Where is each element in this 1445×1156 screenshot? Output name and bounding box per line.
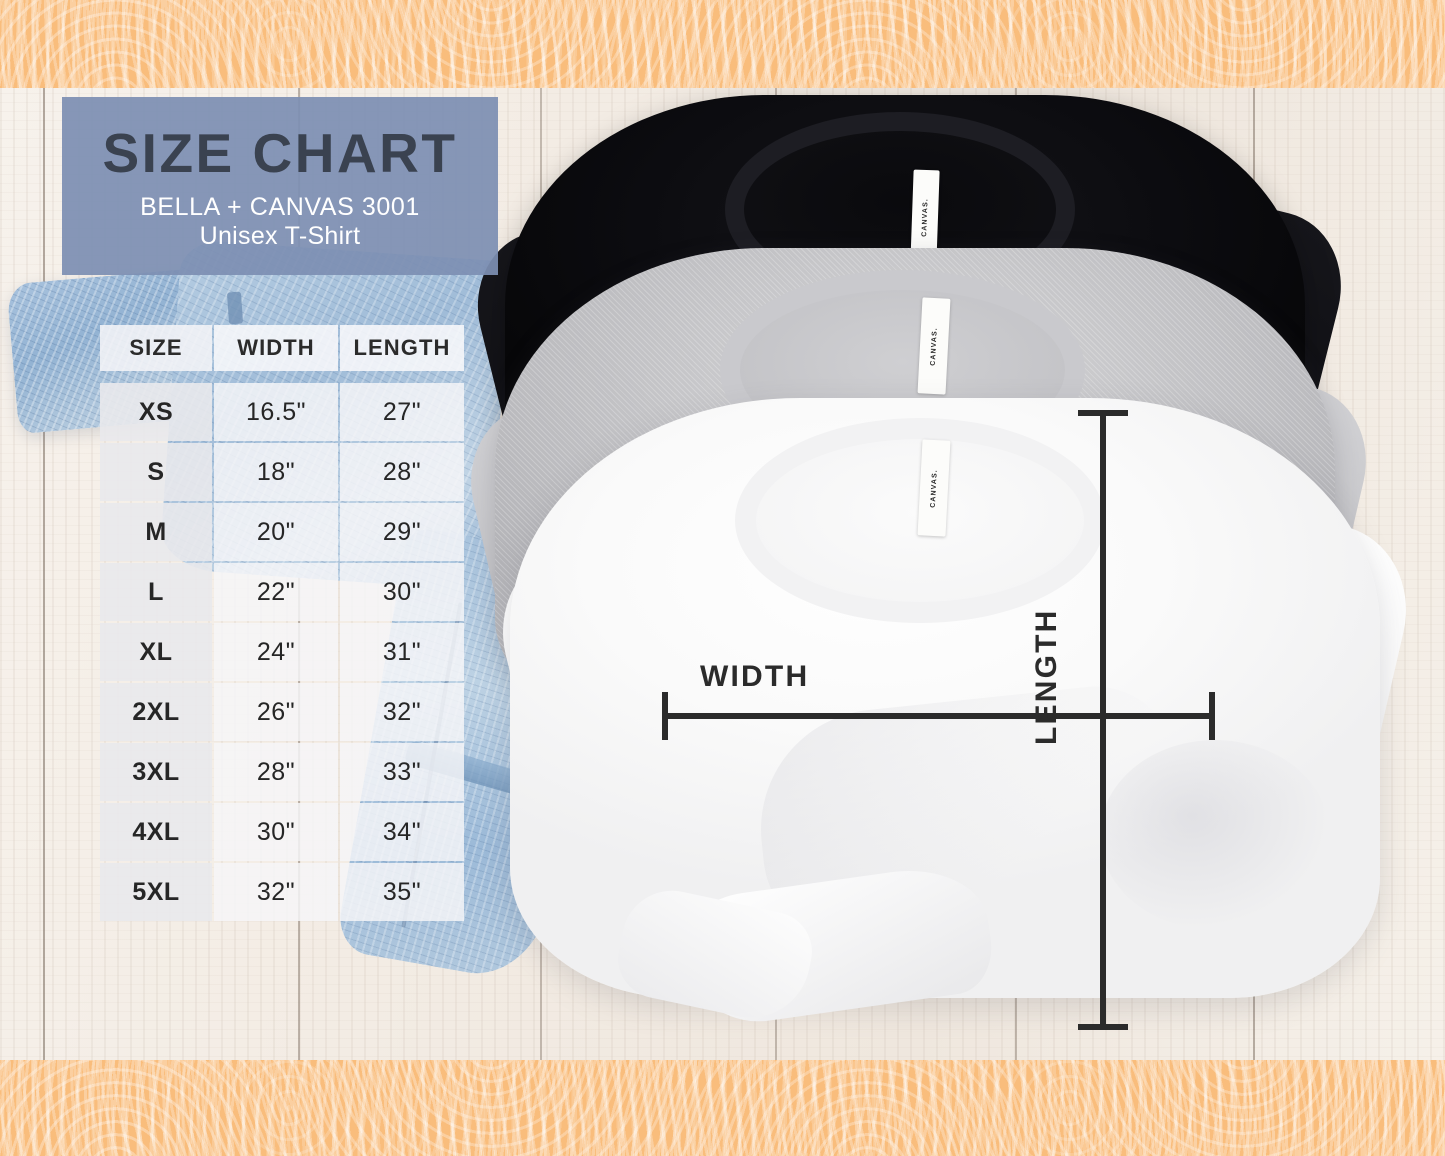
black-shirt-neck-label: CANVAS.	[910, 169, 940, 265]
width-measure-label: WIDTH	[700, 660, 810, 693]
cell-length: 28"	[340, 443, 464, 501]
width-measure-left-cap	[662, 692, 668, 740]
cell-width: 20"	[214, 503, 338, 561]
cell-length: 35"	[340, 863, 464, 921]
table-row: S 18" 28"	[100, 443, 466, 501]
table-row: M 20" 29"	[100, 503, 466, 561]
table-row: XL 24" 31"	[100, 623, 466, 681]
width-measure-right-cap	[1209, 692, 1215, 740]
cell-length: 31"	[340, 623, 464, 681]
neck-label-brand-text: CANVAS.	[929, 326, 939, 366]
cell-width: 24"	[214, 623, 338, 681]
product-subtitle: Unisex T-Shirt	[199, 222, 361, 250]
cell-width: 32"	[214, 863, 338, 921]
table-row: 2XL 26" 32"	[100, 683, 466, 741]
column-header-size: SIZE	[100, 325, 212, 371]
cell-size: M	[100, 503, 212, 561]
cell-width: 16.5"	[214, 383, 338, 441]
cell-width: 28"	[214, 743, 338, 801]
column-header-width: WIDTH	[214, 325, 338, 371]
table-row: 4XL 30" 34"	[100, 803, 466, 861]
cell-length: 29"	[340, 503, 464, 561]
table-row: XS 16.5" 27"	[100, 383, 466, 441]
table-row: 5XL 32" 35"	[100, 863, 466, 921]
length-measure-top-cap	[1078, 410, 1128, 416]
white-shirt-neck-label: CANVAS.	[917, 439, 951, 537]
cell-size: 3XL	[100, 743, 212, 801]
table-body: XS 16.5" 27" S 18" 28" M 20" 29" L 22" 3…	[100, 383, 466, 921]
cell-size: 5XL	[100, 863, 212, 921]
cell-width: 22"	[214, 563, 338, 621]
table-row: L 22" 30"	[100, 563, 466, 621]
cell-length: 27"	[340, 383, 464, 441]
length-measure-label: LENGTH	[1030, 608, 1063, 745]
cell-length: 30"	[340, 563, 464, 621]
top-decorative-band	[0, 0, 1445, 88]
cell-width: 30"	[214, 803, 338, 861]
table-row: 3XL 28" 33"	[100, 743, 466, 801]
cell-length: 32"	[340, 683, 464, 741]
width-measure-line	[662, 713, 1215, 719]
cell-size: S	[100, 443, 212, 501]
cell-size: XS	[100, 383, 212, 441]
title-block: SIZE CHART BELLA + CANVAS 3001 Unisex T-…	[62, 97, 498, 275]
brand-subtitle: BELLA + CANVAS 3001	[140, 192, 420, 221]
cell-width: 26"	[214, 683, 338, 741]
bottom-decorative-band	[0, 1060, 1445, 1156]
cell-size: L	[100, 563, 212, 621]
column-header-length: LENGTH	[340, 325, 464, 371]
table-header-row: SIZE WIDTH LENGTH	[100, 325, 466, 371]
length-measure-bottom-cap	[1078, 1024, 1128, 1030]
cell-length: 33"	[340, 743, 464, 801]
length-measure-line	[1100, 410, 1106, 1030]
size-chart-table: SIZE WIDTH LENGTH XS 16.5" 27" S 18" 28"…	[100, 325, 466, 921]
gray-shirt-neck-label: CANVAS.	[917, 297, 951, 395]
cell-size: XL	[100, 623, 212, 681]
neck-label-brand-text: CANVAS.	[920, 197, 930, 237]
cell-width: 18"	[214, 443, 338, 501]
cell-length: 34"	[340, 803, 464, 861]
neck-label-brand-text: CANVAS.	[929, 468, 939, 508]
cell-size: 4XL	[100, 803, 212, 861]
cell-size: 2XL	[100, 683, 212, 741]
page-title: SIZE CHART	[102, 121, 458, 184]
